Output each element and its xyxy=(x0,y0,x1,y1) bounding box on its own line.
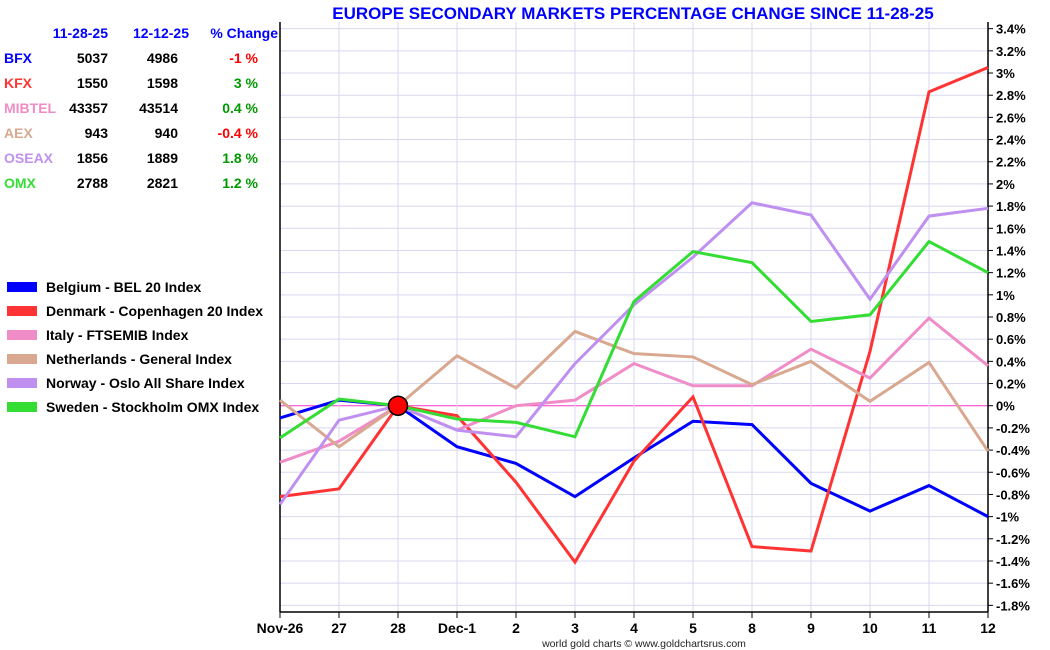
table-ticker: BFX xyxy=(4,50,33,66)
table-start-value: 43357 xyxy=(69,100,108,116)
legend-label: Sweden - Stockholm OMX Index xyxy=(46,399,259,415)
y-tick-label: 2.2% xyxy=(996,155,1026,170)
legend-swatch xyxy=(7,354,37,364)
y-tick-label: 0% xyxy=(996,399,1015,414)
table-end-value: 43514 xyxy=(139,100,178,116)
y-tick-label: -1.2% xyxy=(996,532,1030,547)
table-change: 3 % xyxy=(234,75,259,91)
y-tick-label: 1.2% xyxy=(996,266,1026,281)
table-start-value: 5037 xyxy=(77,50,108,66)
y-tick-label: 0.2% xyxy=(996,377,1026,392)
table-end-value: 1889 xyxy=(147,150,178,166)
y-tick-label: 0.6% xyxy=(996,332,1026,347)
table-change: 1.8 % xyxy=(222,150,258,166)
chart-title: EUROPE SECONDARY MARKETS PERCENTAGE CHAN… xyxy=(332,4,933,23)
y-tick-label: 3% xyxy=(996,66,1015,81)
table-header: 12-12-25 xyxy=(133,25,189,41)
y-tick-label: -0.2% xyxy=(996,421,1030,436)
table-ticker: MIBTEL xyxy=(4,100,57,116)
legend-label: Italy - FTSEMIB Index xyxy=(46,327,189,343)
reference-marker xyxy=(387,395,409,416)
legend-swatch xyxy=(7,378,37,388)
table-start-value: 2788 xyxy=(77,175,108,191)
y-tick-label: 1.8% xyxy=(996,199,1026,214)
table-header: 11-28-25 xyxy=(53,25,108,41)
series-lines xyxy=(278,66,990,565)
x-tick-label: 2 xyxy=(512,620,520,636)
legend-swatch xyxy=(7,282,37,292)
y-tick-label: -0.4% xyxy=(996,443,1030,458)
table-ticker: OSEAX xyxy=(4,150,54,166)
legend-swatch xyxy=(7,330,37,340)
y-tick-label: -1% xyxy=(996,510,1020,525)
legend-label: Norway - Oslo All Share Index xyxy=(46,375,245,391)
y-tick-label: 0.4% xyxy=(996,354,1026,369)
chart-footer: world gold charts © www.goldchartsrus.co… xyxy=(541,638,746,650)
table-end-value: 940 xyxy=(155,125,179,141)
y-tick-label: -1.8% xyxy=(996,598,1030,613)
legend-label: Belgium - BEL 20 Index xyxy=(46,279,202,295)
table-header: % Change xyxy=(210,25,278,41)
legend: Belgium - BEL 20 Index Denmark - Copenhag… xyxy=(7,279,263,415)
y-tick-label: 2.4% xyxy=(996,133,1026,148)
x-tick-label: 8 xyxy=(748,620,756,636)
grid xyxy=(279,22,989,612)
table-ticker: KFX xyxy=(4,75,33,91)
x-tick-label: 12 xyxy=(980,620,996,636)
table-change: -0.4 % xyxy=(218,125,259,141)
y-tick-label: 1.6% xyxy=(996,221,1026,236)
x-tick-label: Nov-26 xyxy=(257,620,304,636)
table-start-value: 1856 xyxy=(77,150,108,166)
table-change: 1.2 % xyxy=(222,175,258,191)
legend-label: Denmark - Copenhagen 20 Index xyxy=(46,303,263,319)
y-tick-label: -1.4% xyxy=(996,554,1030,569)
table-change: 0.4 % xyxy=(222,100,258,116)
x-tick-label: 27 xyxy=(331,620,347,636)
y-tick-label: -0.8% xyxy=(996,487,1030,502)
x-tick-label: 11 xyxy=(922,620,937,636)
x-tick-label: 9 xyxy=(807,620,815,636)
y-tick-label: 3.2% xyxy=(996,44,1026,59)
table-ticker: OMX xyxy=(4,175,37,191)
x-tick-label: 28 xyxy=(390,620,406,636)
table-start-value: 943 xyxy=(85,125,109,141)
y-tick-label: 1.4% xyxy=(996,243,1026,258)
table-change: -1 % xyxy=(229,50,258,66)
y-tick-label: 2.8% xyxy=(996,88,1026,103)
y-tick-label: 2% xyxy=(996,177,1015,192)
legend-swatch xyxy=(7,306,37,316)
table-ticker: AEX xyxy=(4,125,33,141)
x-tick-label: 4 xyxy=(630,620,638,636)
y-tick-label: -0.6% xyxy=(996,465,1030,480)
x-tick-label: Dec-1 xyxy=(438,620,476,636)
legend-swatch xyxy=(7,402,37,412)
x-tick-label: 10 xyxy=(862,620,878,636)
price-table: 11-28-25 12-12-25 % Change BFX 5037 4986 -1 % K… xyxy=(4,25,278,191)
y-tick-label: -1.6% xyxy=(996,576,1030,591)
table-start-value: 1550 xyxy=(77,75,108,91)
table-end-value: 1598 xyxy=(147,75,178,91)
axes: 3.4% 3.2% 3% 2.8% 2.6% 2.4% 2.2% 2% 1.8% 1.6% 1.4%… xyxy=(257,22,1031,636)
y-tick-label: 2.6% xyxy=(996,110,1026,125)
x-tick-label: 5 xyxy=(689,620,697,636)
table-end-value: 2821 xyxy=(147,175,178,191)
table-end-value: 4986 xyxy=(147,50,178,66)
legend-label: Netherlands - General Index xyxy=(46,351,232,367)
y-tick-label: 0.8% xyxy=(996,310,1026,325)
y-tick-label: 1% xyxy=(996,288,1015,303)
y-tick-label: 3.4% xyxy=(996,22,1026,37)
x-tick-label: 3 xyxy=(571,620,579,636)
